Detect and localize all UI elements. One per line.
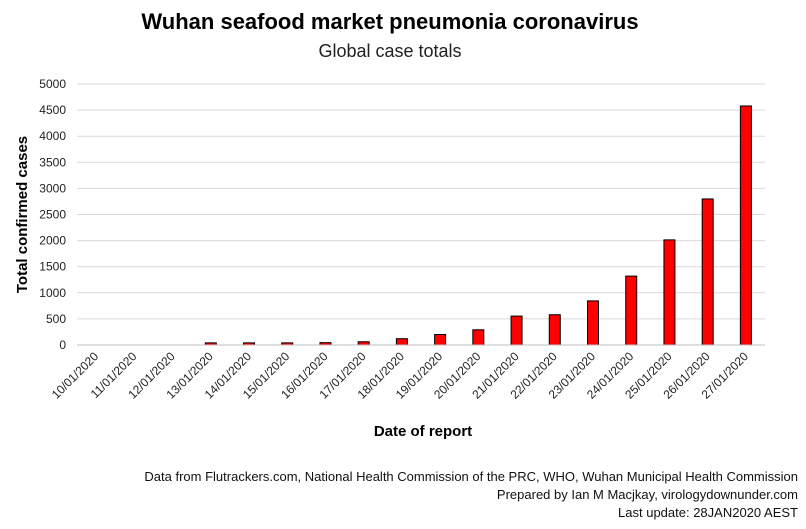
- y-tick-label: 2000: [39, 234, 66, 248]
- y-tick-label: 4000: [39, 129, 66, 143]
- bar: [395, 338, 408, 346]
- y-tick-label: 1500: [39, 260, 66, 274]
- y-tick-label: 3500: [39, 155, 66, 169]
- bars: [204, 105, 752, 346]
- bar: [510, 315, 523, 346]
- bar: [472, 329, 485, 346]
- chart-subtitle: Global case totals: [318, 41, 462, 61]
- y-tick-label: 2500: [39, 208, 66, 222]
- gridlines: [77, 83, 765, 320]
- y-tick-label: 500: [46, 312, 66, 326]
- y-tick-label: 3000: [39, 181, 66, 195]
- bar: [663, 239, 676, 346]
- x-axis-label: Date of report: [374, 423, 472, 440]
- y-tick-labels: 0 500 1000 1500 2000 2500 3000 3500 4000 4500 5000: [39, 77, 66, 352]
- bar: [587, 300, 599, 346]
- chart-title: Wuhan seafood market pneumonia coronavir…: [141, 9, 639, 34]
- last-update-note: Last update: 28JAN2020 AEST: [618, 505, 798, 520]
- y-tick-label: 1000: [39, 286, 66, 300]
- bar: [434, 334, 447, 346]
- y-tick-label: 4500: [39, 103, 66, 117]
- y-tick-label: 5000: [39, 77, 66, 91]
- bar: [548, 314, 561, 346]
- x-tick-labels: 10/01/202011/01/202012/01/202013/01/2020…: [49, 349, 751, 402]
- data-source-note: Data from Flutrackers.com, National Heal…: [144, 469, 798, 484]
- bar: [739, 105, 752, 346]
- prepared-by-note: Prepared by Ian M Macjkay, virologydownu…: [496, 487, 798, 502]
- y-tick-label: 0: [59, 338, 66, 352]
- bar: [701, 198, 714, 346]
- y-axis-label: Total confirmed cases: [14, 136, 31, 293]
- bar: [625, 275, 638, 346]
- bar-chart: 0 500 1000 1500 2000 2500 3000 3500 4000 4500 5000…: [14, 77, 765, 440]
